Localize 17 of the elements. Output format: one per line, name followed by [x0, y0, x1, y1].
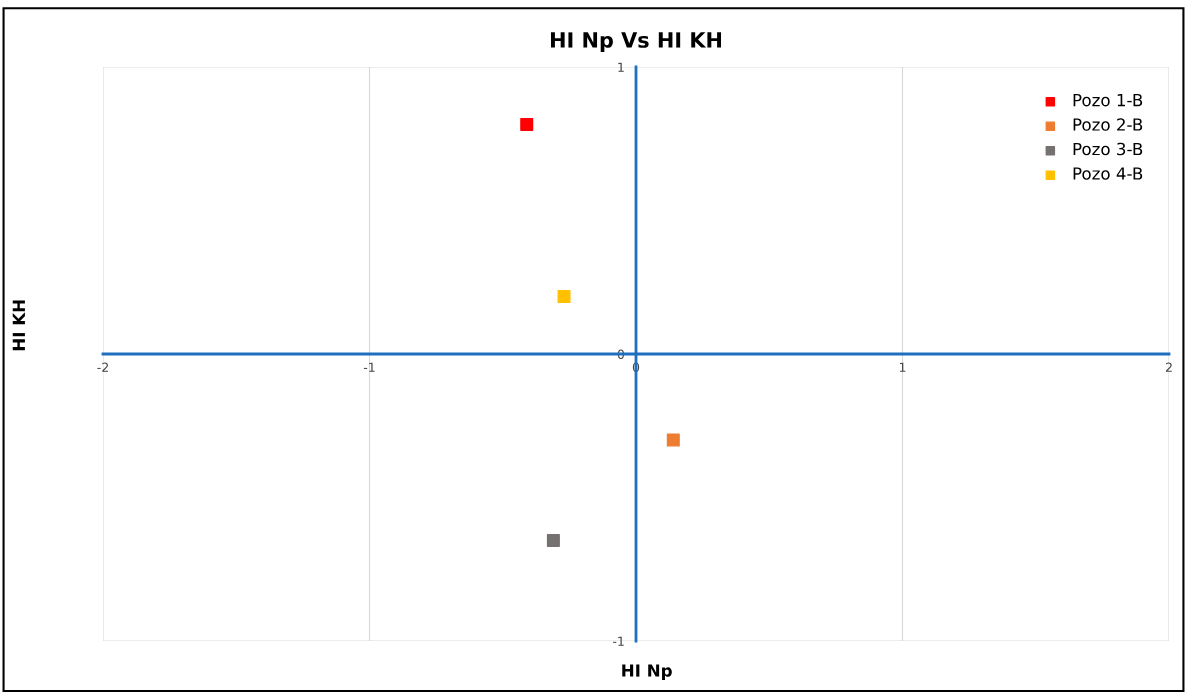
legend-label: Pozo 4-B [1073, 167, 1143, 180]
point [520, 117, 534, 131]
x-tick-label: -1 [363, 362, 375, 372]
x-axis-title: HI Np [622, 664, 672, 681]
y-axis-title: HI KH [12, 300, 25, 351]
legend-label: Pozo 2-B [1073, 118, 1143, 131]
point [557, 290, 571, 304]
x-tick-label: 1 [899, 362, 906, 372]
legend-label: Pozo 3-B [1073, 142, 1143, 156]
legend-label: Pozo 1-B [1073, 93, 1143, 107]
chart-title: HI Np Vs HI KH [551, 32, 722, 52]
x-tick-label: -2 [97, 362, 108, 372]
y-tick-label: -1 [613, 636, 624, 646]
y-tick-label: 1 [618, 62, 624, 72]
x-tick-label: 2 [1165, 362, 1172, 372]
point [546, 534, 560, 548]
point [666, 433, 680, 447]
